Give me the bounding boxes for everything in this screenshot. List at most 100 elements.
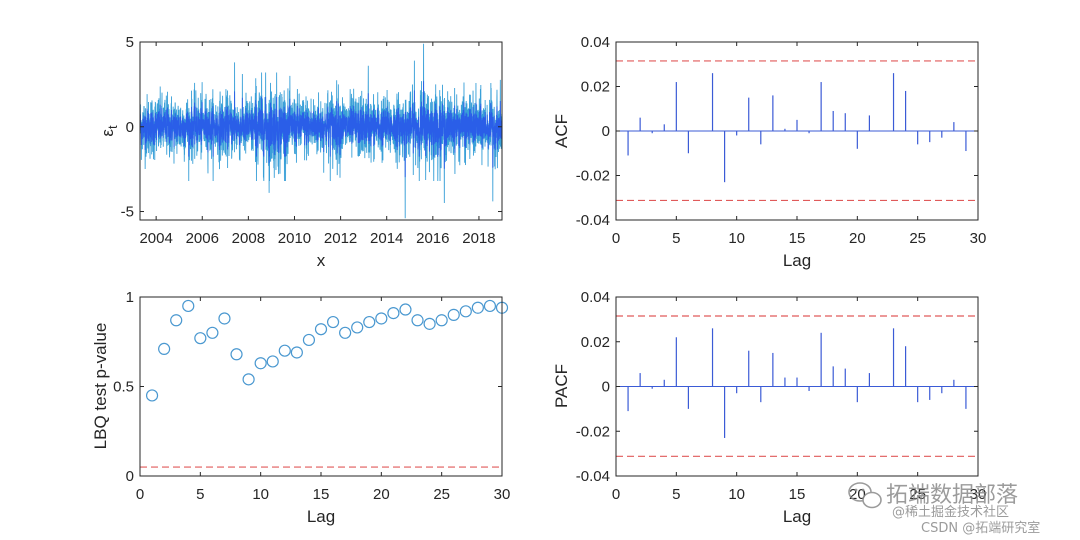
lbq-point-lag-4 bbox=[182, 299, 195, 313]
pacf-x-tick-labels: 0 5 10 15 20 25 30 bbox=[612, 486, 987, 503]
pacf-stems bbox=[616, 328, 978, 438]
lbq-x-tick-label: 30 bbox=[494, 486, 511, 503]
lbq-point-lag-23 bbox=[411, 314, 424, 327]
lbq-point-lag-10 bbox=[254, 357, 267, 370]
lbq-y-tick-label: 0.5 bbox=[113, 379, 134, 396]
lbq-y-tick-labels: 00.51 bbox=[113, 289, 134, 485]
lbq-x-tick-label: 5 bbox=[196, 486, 204, 503]
residuals-y-axis-label-main: εt bbox=[98, 125, 120, 137]
lbq-point-lag-22 bbox=[399, 303, 412, 316]
acf-axes-box bbox=[615, 41, 979, 221]
lbq-point-lag-24 bbox=[423, 317, 436, 330]
lbq-point-lag-16 bbox=[326, 315, 340, 329]
res-y-tick-label: 5 bbox=[126, 34, 134, 51]
lbq-point-lag-11 bbox=[266, 355, 279, 368]
pacf-y-tick-label: 0.02 bbox=[581, 334, 610, 351]
acf-x-tick-labels: 0 5 10 15 20 25 30 bbox=[612, 230, 987, 247]
pacf-y-axis-label: PACF bbox=[552, 364, 571, 408]
acf-x-tick-label: 15 bbox=[789, 230, 806, 247]
lbq-point-lag-7 bbox=[218, 312, 231, 325]
res-x-tick-label: 2006 bbox=[186, 230, 219, 247]
lbq-point-lag-6 bbox=[206, 326, 219, 339]
lbq-point-lag-29 bbox=[483, 299, 497, 313]
lbq-y-axis-label: LBQ test p-value bbox=[91, 323, 110, 450]
pacf-axes-box bbox=[615, 296, 979, 477]
res-x-tick-label: 2014 bbox=[370, 230, 403, 247]
lbq-point-lag-8 bbox=[230, 348, 243, 361]
res-y-tick-label: -5 bbox=[121, 204, 134, 221]
lbq-point-lag-9 bbox=[242, 373, 255, 386]
lbq-point-lag-13 bbox=[290, 346, 303, 359]
res-x-tick-label: 2004 bbox=[139, 230, 172, 247]
acf-stems bbox=[616, 73, 978, 183]
lbq-point-lag-19 bbox=[363, 315, 376, 329]
lbq-point-lag-26 bbox=[447, 308, 460, 321]
lbq-point-lag-14 bbox=[302, 333, 316, 347]
lbq-y-tick-label: 1 bbox=[126, 289, 134, 306]
lbq-x-tick-label: 0 bbox=[136, 486, 144, 503]
lbq-y-tick-label: 0 bbox=[126, 468, 134, 485]
watermark-line3: CSDN @拓端研究室 bbox=[921, 520, 1040, 536]
acf-y-tick-label: -0.04 bbox=[576, 212, 610, 229]
residual-trace bbox=[139, 81, 503, 178]
lbq-x-tick-label: 20 bbox=[373, 486, 390, 503]
acf-x-tick-label: 10 bbox=[728, 230, 745, 247]
residual-series-line bbox=[139, 43, 503, 219]
pacf-y-tick-label: 0 bbox=[602, 379, 610, 396]
pacf-x-tick-label: 25 bbox=[909, 486, 926, 503]
res-x-tick-label: 2016 bbox=[416, 230, 449, 247]
lbq-point-lag-2 bbox=[158, 342, 171, 356]
lbq-point-lag-1 bbox=[145, 389, 159, 402]
watermark-line2: @稀土掘金技术社区 bbox=[892, 504, 1009, 520]
lbq-x-tick-label: 10 bbox=[252, 486, 269, 503]
watermark: 拓端数据部落 @稀土掘金技术社区 CSDN @拓端研究室 bbox=[848, 482, 1040, 536]
res-x-tick-label: 2012 bbox=[324, 230, 357, 247]
pacf-x-tick-label: 30 bbox=[970, 486, 987, 503]
lbq-point-lag-28 bbox=[471, 301, 484, 314]
acf-y-axis-label: ACF bbox=[552, 114, 571, 148]
lbq-point-lag-18 bbox=[351, 321, 364, 334]
acf-y-tick-label: -0.02 bbox=[576, 168, 610, 185]
pacf-x-tick-label: 10 bbox=[728, 486, 745, 503]
lbq-x-tick-labels: 0 5 10 15 20 25 30 bbox=[136, 486, 511, 503]
res-y-tick-label: 0 bbox=[126, 119, 134, 136]
residuals-y-tick-labels: -5 0 5 bbox=[121, 34, 134, 221]
res-x-tick-label: 2018 bbox=[462, 230, 495, 247]
lbq-point-lag-27 bbox=[459, 305, 472, 318]
residuals-axes-box bbox=[139, 41, 503, 221]
acf-x-tick-label: 20 bbox=[849, 230, 866, 247]
residuals-y-axis-label: εt bbox=[98, 125, 120, 137]
res-x-tick-label: 2008 bbox=[232, 230, 265, 247]
lbq-point-lag-5 bbox=[194, 332, 207, 345]
watermark-brand: 拓端数据部落 bbox=[886, 483, 1018, 508]
lbq-point-lag-12 bbox=[278, 344, 291, 357]
residuals-plot: 2004 2006 2008 2010 2012 2014 2016 2018 -505 x … bbox=[98, 34, 503, 270]
lbq-x-tick-label: 15 bbox=[313, 486, 330, 503]
pacf-x-tick-label: 15 bbox=[789, 486, 806, 503]
lbq-point-lag-3 bbox=[170, 314, 183, 327]
pacf-x-tick-label: 0 bbox=[612, 486, 620, 503]
pacf-y-tick-label: -0.04 bbox=[576, 468, 610, 485]
pacf-confidence-bounds bbox=[616, 315, 978, 457]
lbq-x-tick-label: 25 bbox=[433, 486, 450, 503]
pacf-x-axis-label: Lag bbox=[783, 507, 811, 526]
lbq-markers bbox=[145, 299, 509, 402]
pacf-y-tick-label: 0.04 bbox=[581, 289, 610, 306]
residuals-x-tick-labels: 2004 2006 2008 2010 2012 2014 2016 2018 bbox=[139, 230, 495, 247]
lbq-point-lag-17 bbox=[339, 326, 352, 339]
lbq-point-lag-15 bbox=[314, 323, 328, 336]
acf-x-tick-label: 25 bbox=[909, 230, 926, 247]
acf-x-tick-label: 30 bbox=[970, 230, 987, 247]
acf-plot: 0 5 10 15 20 25 30 -0.04 -0.02 0 0.02 0.04 Lag ACF bbox=[552, 34, 986, 270]
acf-x-axis-label: Lag bbox=[783, 251, 811, 270]
pacf-x-tick-label: 5 bbox=[672, 486, 680, 503]
pacf-y-tick-label: -0.02 bbox=[576, 423, 610, 440]
res-x-tick-label: 2010 bbox=[278, 230, 311, 247]
lbq-x-axis-label: Lag bbox=[307, 507, 335, 526]
residuals-x-axis-label: x bbox=[317, 251, 326, 270]
lbq-axes-box bbox=[139, 296, 503, 477]
lbq-point-lag-21 bbox=[387, 307, 400, 320]
acf-y-tick-label: 0.04 bbox=[581, 34, 610, 51]
